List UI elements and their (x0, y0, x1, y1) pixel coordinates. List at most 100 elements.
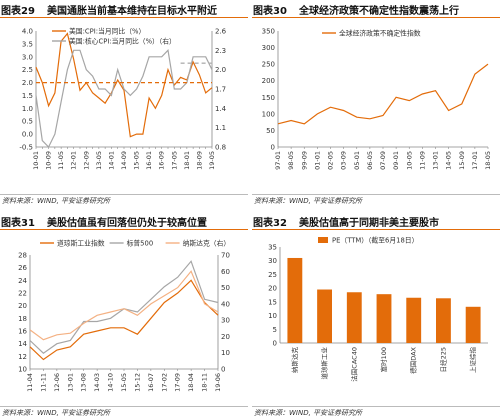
x-tick-label: 18-11 (201, 373, 209, 392)
x-tick-label: 19-06 (214, 373, 222, 392)
y-tick-label: 0.5 (22, 118, 33, 126)
x-tick-label: 16-09 (158, 151, 166, 170)
y-tick-label-right: 50 (221, 284, 230, 292)
source-divider (252, 194, 500, 195)
y-tick-label: 25 (268, 271, 277, 279)
series-line-1 (35, 49, 213, 149)
y-tick-label: 3.5 (22, 40, 33, 48)
x-tick-label: 18-01 (183, 151, 191, 170)
x-tick-label: 11-11 (39, 373, 47, 392)
x-tick-label: 上证综指 (468, 347, 477, 374)
x-tick-label: 18-09 (195, 151, 203, 170)
y-tick-label: 1.5 (22, 92, 33, 100)
x-tick-label: 德国DAX (409, 346, 418, 373)
bar (465, 306, 481, 343)
bar (406, 297, 422, 343)
y-tick-label: 30 (268, 257, 277, 265)
x-tick-label: 07-09 (379, 151, 387, 170)
y-tick-label: 0 (273, 340, 277, 348)
y-tick-label: 4.0 (22, 28, 33, 36)
x-tick-label: 03-09 (340, 151, 348, 170)
y-tick-label: 18 (18, 315, 27, 323)
x-tick-label: 15-09 (458, 151, 466, 170)
y-tick-label: 100 (262, 110, 275, 118)
x-tick-label: 13-01 (432, 151, 440, 170)
y-tick-label: 300 (262, 44, 275, 52)
x-tick-label: 14-01 (107, 151, 115, 170)
y-tick-label: -0.5 (19, 144, 33, 152)
legend-swatch (318, 237, 328, 243)
x-tick-label: 15-05 (120, 373, 128, 392)
x-tick-label: 15-12 (133, 373, 141, 392)
x-tick-label: 13-08 (80, 373, 88, 392)
figure-tag: 图表30 (253, 6, 287, 17)
x-tick-label: 02-05 (327, 151, 335, 170)
y-tick-label: 250 (262, 61, 275, 69)
uncertainty-line-chart: 0 50 100 150 200 250 300 350 97-01 98-05 99-09 01-0… (262, 28, 492, 170)
legend-label: PE（TTM）（截至6月18日） (332, 236, 418, 245)
cpi-line-chart: -0.5 0.0 0.5 1.0 1.5 2.0 2.5 3.0 3.5 4.0 0.8 1.1 1.4… (19, 27, 227, 170)
bar (436, 298, 451, 343)
y-tick-label-right: 0.8 (215, 144, 226, 152)
series-line-2 (29, 270, 219, 341)
x-tick-label: 98-05 (287, 151, 295, 170)
y-tick-label: 0.0 (22, 131, 33, 139)
x-tick-label: 纳斯达克 (290, 347, 299, 374)
figure-tag: 图表32 (253, 218, 287, 229)
y-tick-label-right: 0 (221, 366, 225, 374)
series-line-0 (35, 32, 213, 138)
panel-global-pe: 图表32 美股估值高于同期非美主要股市 0 5 10 15 20 25 30 35 纳斯达克 道琼… (252, 212, 500, 419)
y-tick-label: 2.0 (22, 79, 33, 87)
figure-tag: 图表31 (1, 218, 35, 229)
source-divider (252, 406, 500, 407)
y-tick-label: 22 (18, 290, 27, 298)
x-tick-label: 10-09 (45, 151, 53, 170)
x-tick-label: 14-03 (93, 373, 101, 392)
y-tick-label-right: 70 (221, 252, 230, 260)
source-note: 资料来源：WIND, 平安证券研究所 (2, 197, 111, 205)
x-tick-label: 富时100 (379, 347, 388, 372)
bar (346, 292, 362, 343)
y-tick-label: 2.5 (22, 66, 33, 74)
x-tick-label: 17-02 (160, 373, 168, 392)
y-tick-label: 16 (18, 328, 27, 336)
y-tick-label-right: 1.7 (215, 86, 226, 94)
x-tick-label: 11-04 (26, 373, 34, 392)
x-tick-label: 10-05 (405, 151, 413, 170)
y-tick-label-right: 2.6 (215, 28, 227, 36)
x-tick-label: 16-01 (145, 151, 153, 170)
x-tick-label: 05-01 (353, 151, 361, 170)
panel-header: 图表31 美股估值虽有回落但仍处于较高位置 (0, 212, 248, 230)
y-tick-label: 26 (18, 264, 27, 272)
y-tick-label: 350 (262, 28, 275, 36)
legend-label: 全球经济政策不确定性指数 (339, 29, 421, 38)
source-note: 资料来源：WIND, 平安证券研究所 (254, 197, 363, 205)
pe-bar-chart: 0 5 10 15 20 25 30 35 纳斯达克 道琼斯工业 法国CAC40 富时100 德国DAX… (268, 236, 488, 382)
x-tick-label: 11-05 (57, 151, 65, 170)
x-tick-label: 13-01 (66, 373, 74, 392)
y-tick-label-right: 1.4 (215, 105, 227, 113)
x-tick-label: 09-01 (392, 151, 400, 170)
y-tick-label: 1.0 (22, 105, 33, 113)
x-tick-label: 97-01 (274, 151, 282, 170)
y-tick-label: 10 (268, 312, 277, 320)
x-tick-label: 日经225 (438, 347, 447, 372)
y-tick-label: 28 (18, 252, 27, 260)
x-tick-label: 16-07 (147, 373, 155, 392)
source-divider (0, 194, 248, 195)
series-line-0 (29, 279, 219, 361)
x-tick-label: 18-05 (484, 151, 492, 170)
x-tick-label: 17-01 (471, 151, 479, 170)
panel-cpi: 图表29 美国通胀当前基本维持在目标水平附近 -0.5 0.0 0.5 1.0 1.5 2… (0, 0, 248, 207)
source-note: 资料来源：WIND, 平安证券研究所 (254, 409, 363, 417)
y-tick-label: 20 (18, 302, 27, 310)
y-tick-label-right: 10 (221, 349, 230, 357)
y-tick-label-right: 1.1 (215, 124, 226, 132)
y-tick-label: 5 (273, 326, 277, 334)
legend-label: 道琼斯工业指数 (57, 239, 105, 248)
y-tick-label-right: 60 (221, 268, 230, 276)
figure-title: 美股估值高于同期非美主要股市 (299, 218, 439, 229)
legend-label: 标普500 (127, 239, 154, 248)
y-tick-label-right: 2.3 (215, 47, 226, 55)
series-line-0 (277, 63, 489, 125)
